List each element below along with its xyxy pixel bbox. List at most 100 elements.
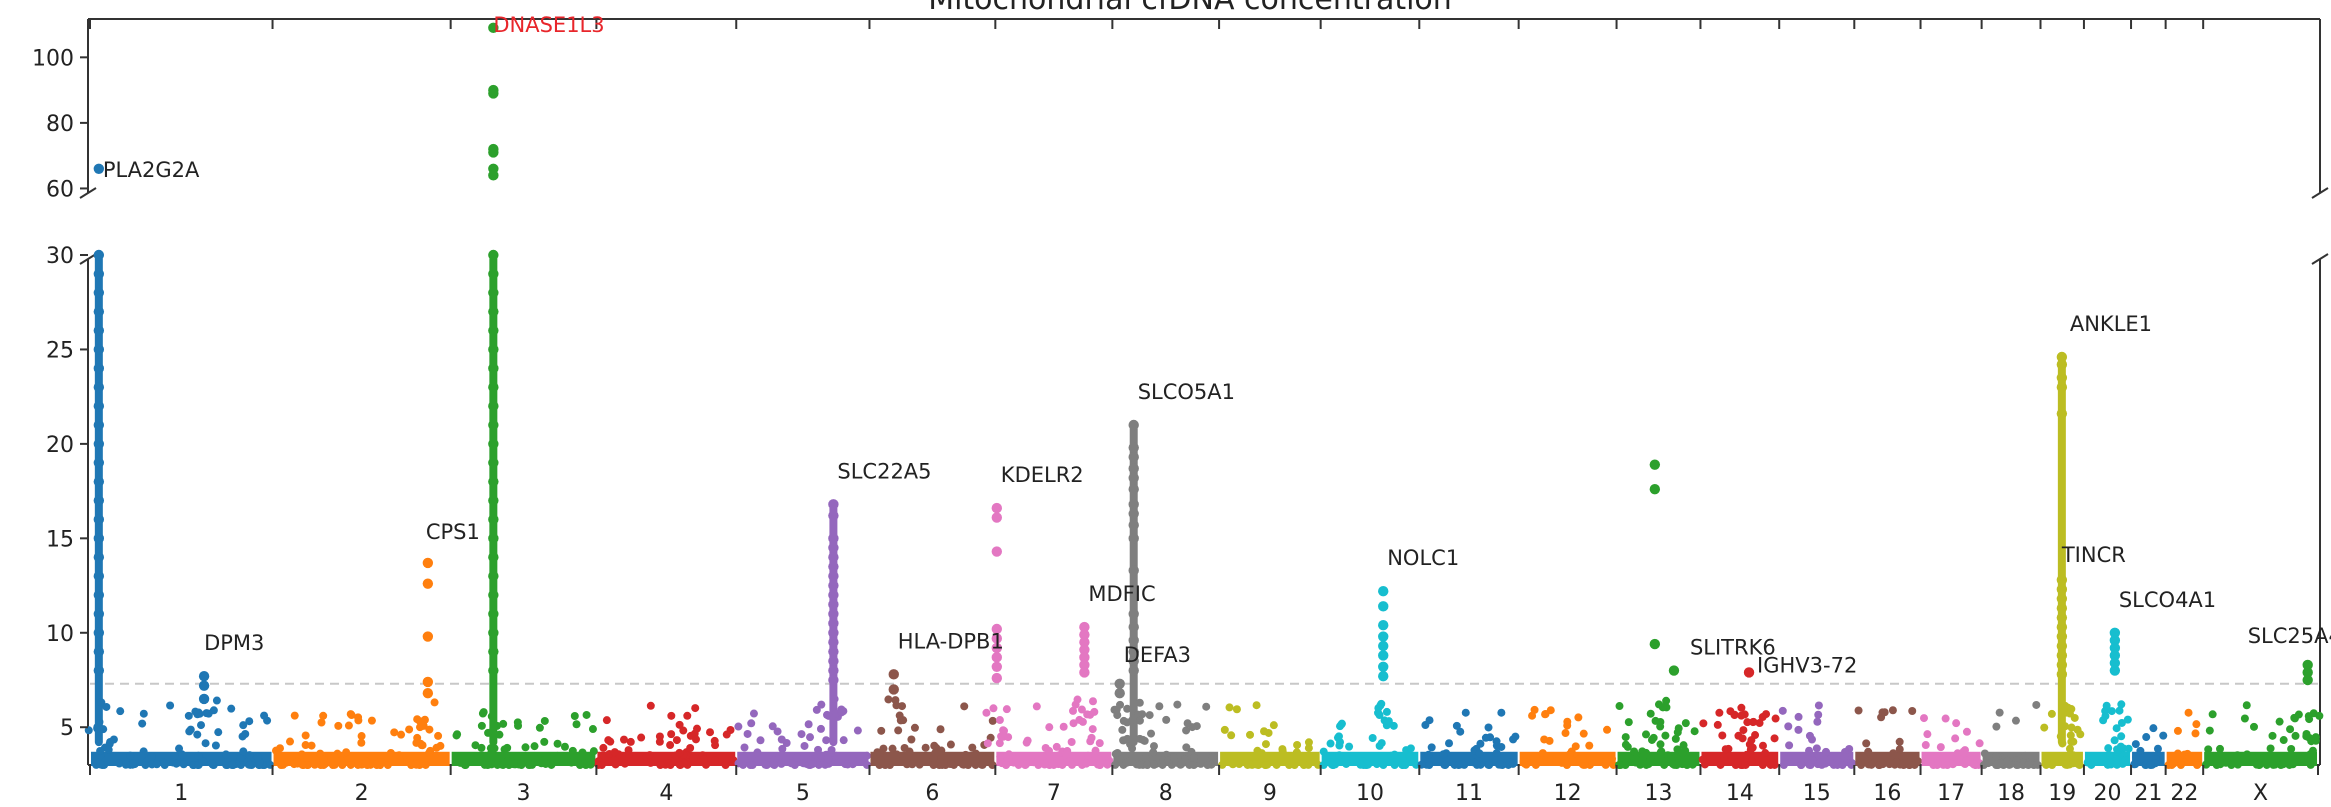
background-point	[513, 752, 522, 761]
background-point	[1908, 706, 1917, 715]
background-point	[1496, 760, 1505, 769]
background-point	[521, 743, 530, 752]
background-point	[2208, 710, 2217, 719]
peak-point	[1128, 565, 1139, 576]
background-point	[1812, 744, 1821, 753]
background-point	[1552, 757, 1561, 766]
background-point	[172, 759, 181, 768]
peak-point	[93, 514, 105, 525]
background-point	[1203, 761, 1212, 769]
background-point	[425, 725, 434, 734]
background-point	[2102, 701, 2111, 710]
background-point	[84, 726, 93, 735]
peak-point	[1378, 640, 1389, 652]
background-point	[997, 732, 1006, 741]
background-point	[814, 760, 823, 769]
background-point	[301, 741, 310, 750]
background-point	[1794, 712, 1803, 721]
peak-point	[488, 552, 499, 563]
background-point	[1335, 741, 1344, 750]
background-point	[1721, 745, 1730, 754]
background-point	[1002, 705, 1011, 714]
y-tick-label: 80	[46, 112, 74, 137]
background-point	[201, 739, 210, 748]
peak-point	[2109, 635, 2121, 646]
peak-point	[2302, 674, 2313, 686]
background-point	[412, 738, 421, 747]
background-point	[1406, 744, 1415, 753]
background-point	[2131, 740, 2140, 749]
chromosome-label: 19	[2048, 781, 2076, 806]
background-point	[1530, 705, 1539, 714]
background-point	[2184, 708, 2193, 717]
background-point	[2063, 760, 2072, 769]
peak-point	[828, 533, 839, 544]
background-point	[1067, 738, 1076, 747]
background-point	[1561, 729, 1570, 738]
background-point	[1135, 698, 1144, 707]
background-point	[722, 730, 731, 739]
background-point	[2146, 760, 2155, 769]
background-point	[212, 696, 221, 705]
background-point	[777, 735, 786, 744]
peak-point	[422, 578, 434, 589]
background-point	[1293, 740, 1302, 749]
background-point	[1737, 703, 1746, 712]
background-point	[1492, 749, 1501, 758]
background-point	[1919, 714, 1928, 723]
background-point	[1083, 710, 1092, 719]
peak-point	[2056, 640, 2068, 652]
peak-point	[1079, 667, 1090, 678]
peak-point	[828, 655, 839, 667]
background-point	[907, 735, 916, 744]
background-point	[2069, 737, 2078, 746]
background-point	[2205, 726, 2214, 735]
background-point	[1299, 760, 1308, 769]
peak-point	[1378, 601, 1389, 612]
background-point	[1699, 719, 1708, 728]
background-point	[862, 751, 871, 760]
background-point	[666, 741, 675, 750]
peak-point	[2056, 669, 2068, 680]
background-point	[185, 727, 194, 736]
background-point	[837, 705, 846, 714]
background-point	[539, 756, 548, 765]
background-point	[1609, 760, 1618, 769]
peak-point	[2056, 612, 2068, 623]
background-point	[666, 760, 675, 769]
background-point	[2042, 760, 2051, 769]
background-point	[1888, 706, 1897, 715]
peak-point	[991, 623, 1003, 635]
background-point	[1565, 750, 1574, 759]
points-layer	[84, 22, 2324, 769]
background-point	[1579, 729, 1588, 738]
background-point	[1739, 726, 1748, 735]
background-point	[947, 760, 956, 769]
background-point	[1641, 748, 1650, 757]
background-point	[277, 760, 286, 769]
background-point	[1662, 696, 1671, 705]
background-point	[2132, 753, 2141, 762]
background-point	[1969, 760, 1978, 769]
background-point	[995, 716, 1004, 725]
peak-point	[488, 514, 499, 525]
background-point	[988, 716, 997, 725]
background-point	[773, 727, 782, 736]
background-point	[1574, 713, 1583, 722]
background-point	[814, 745, 823, 754]
background-point	[734, 722, 743, 731]
background-point	[1068, 760, 1077, 769]
background-point	[346, 760, 355, 769]
background-point	[1923, 730, 1932, 739]
background-point	[1585, 741, 1594, 750]
background-point	[1718, 731, 1727, 740]
background-point	[405, 725, 414, 734]
background-point	[1071, 700, 1080, 709]
background-point	[222, 760, 231, 769]
background-point	[610, 748, 619, 757]
background-point	[1087, 733, 1096, 742]
background-point	[1424, 750, 1433, 759]
peak-point	[198, 693, 210, 705]
background-point	[1568, 756, 1577, 765]
background-point	[1536, 757, 1545, 766]
